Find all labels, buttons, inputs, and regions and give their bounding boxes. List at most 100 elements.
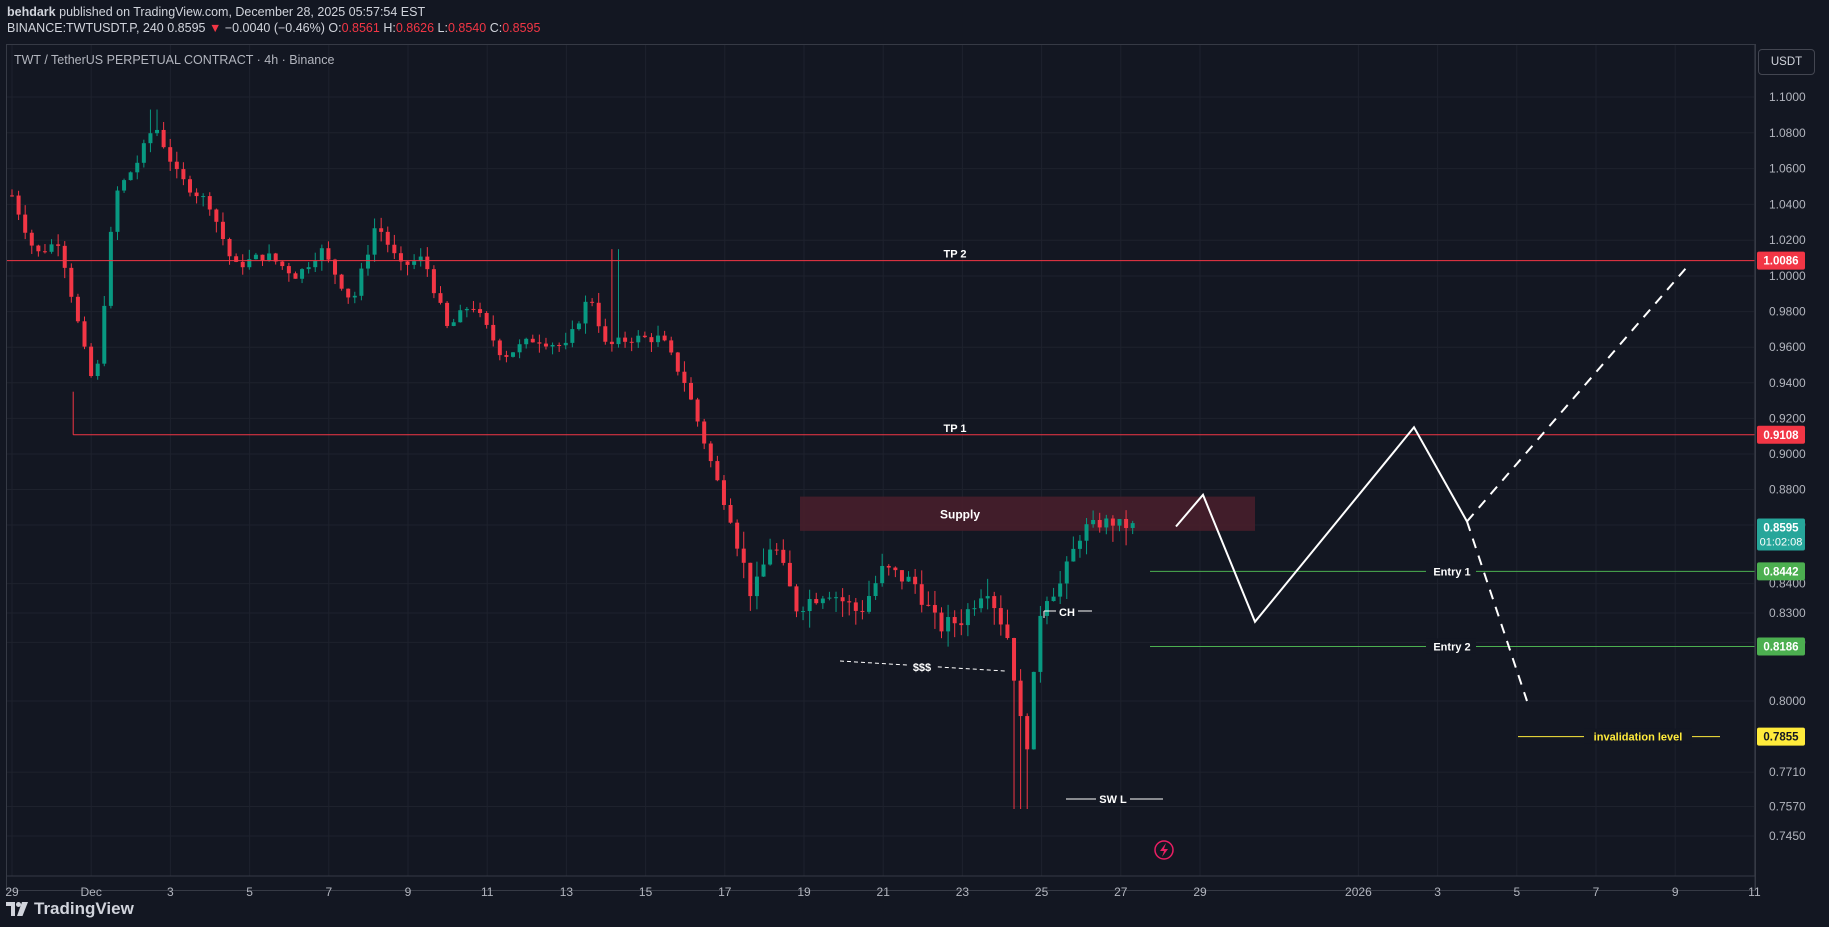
liquidity-label-bg	[908, 658, 936, 672]
candle	[1077, 535, 1082, 558]
currency-button[interactable]: USDT	[1758, 49, 1815, 75]
candle-body	[141, 143, 146, 163]
candle-body	[946, 617, 951, 632]
candle-body	[636, 335, 641, 343]
candle-body	[926, 604, 931, 606]
symbol-name[interactable]: BINANCE:TWTUSDT.P, 240	[7, 21, 164, 35]
x-tick-label: 23	[956, 885, 970, 899]
y-tick-label: 0.9800	[1769, 305, 1806, 319]
close-label: C:	[489, 21, 503, 35]
candle	[108, 226, 113, 309]
candle-body	[220, 221, 225, 240]
lightning-icon-ring	[1154, 840, 1174, 860]
candle	[702, 418, 707, 450]
lightning-icon[interactable]	[1154, 840, 1174, 860]
candle-body	[840, 597, 845, 602]
x-tick-label: 29	[1193, 885, 1207, 899]
x-tick-label: 7	[325, 885, 332, 899]
candle-body	[49, 244, 54, 252]
candle-body	[352, 295, 357, 298]
candle	[787, 550, 792, 587]
candle	[1025, 713, 1030, 809]
candle	[42, 244, 47, 254]
candle	[1044, 596, 1049, 625]
candle-body	[1124, 518, 1129, 528]
tp2-label: TP 2	[943, 249, 966, 261]
candle	[240, 254, 245, 275]
ch-label: CH	[1059, 607, 1075, 619]
candle	[570, 320, 575, 348]
candle-body	[253, 254, 258, 260]
candle-body	[1110, 518, 1115, 526]
candle	[497, 338, 502, 361]
axis-layer: 1.1000 1.0800 1.0600 1.0400 1.0200 1.0000 0.98…	[5, 44, 1806, 899]
candle-body	[148, 133, 153, 144]
candle-body	[36, 245, 41, 252]
candle	[629, 337, 634, 352]
candle-body	[583, 301, 588, 324]
liquidity-label: $$$	[913, 662, 931, 674]
candle-body	[497, 340, 502, 356]
candle-body	[899, 570, 904, 582]
candle-body	[932, 605, 937, 613]
candle	[557, 342, 562, 352]
candle	[201, 193, 206, 207]
x-tick-label: 2026	[1345, 885, 1372, 899]
candle-body	[959, 623, 964, 626]
candle-body	[517, 344, 522, 353]
y-tick-label: 0.7450	[1769, 829, 1806, 843]
candle	[458, 304, 463, 323]
author-name[interactable]: behdark	[7, 5, 56, 19]
candle	[359, 262, 364, 301]
grid-layer	[7, 45, 1755, 876]
candle	[1097, 512, 1102, 533]
high-value: 0.8626	[395, 21, 435, 35]
candle-body	[23, 214, 28, 233]
candle	[840, 588, 845, 617]
candle	[807, 589, 812, 628]
candle	[69, 263, 74, 303]
candle-body	[794, 586, 799, 612]
candle-body	[820, 598, 825, 604]
tp2-badge-text: 1.0086	[1763, 256, 1798, 268]
bar-countdown-text: 01:02:08	[1760, 536, 1803, 548]
change-value: −0.0040 (−0.46%)	[224, 21, 325, 35]
candle	[431, 265, 436, 299]
candle-body	[761, 564, 766, 577]
entry1-badge-bg	[1757, 562, 1805, 581]
candle	[972, 600, 977, 616]
candle	[286, 262, 291, 282]
candle-body	[860, 610, 865, 612]
candle	[194, 188, 199, 204]
candle-body	[108, 231, 113, 306]
brand-name: TradingView	[34, 899, 134, 918]
tradingview-footer[interactable]: TradingView	[6, 898, 134, 920]
invalidation-badge-text: 0.7855	[1763, 732, 1799, 744]
candle	[748, 562, 753, 611]
last-price-value: 0.8595	[167, 21, 206, 35]
tp1-badge: 0.9108	[1757, 425, 1805, 444]
candle	[662, 330, 667, 342]
candle	[715, 455, 720, 482]
zone-layer	[800, 496, 1255, 531]
candle-body	[42, 251, 47, 253]
candle-body	[511, 352, 516, 357]
candle-body	[715, 461, 720, 481]
chart-frame[interactable]	[6, 44, 1756, 891]
candle	[834, 591, 839, 612]
candle-body	[431, 269, 436, 294]
candle	[326, 241, 331, 263]
candle	[49, 239, 54, 254]
candle-body	[326, 248, 331, 260]
candle-layer	[10, 109, 1135, 809]
candle-body	[207, 196, 212, 210]
candle	[10, 189, 14, 197]
candle-body	[807, 599, 812, 612]
candle	[880, 553, 885, 587]
candle	[478, 302, 483, 318]
low-label: L:	[437, 21, 448, 35]
candle	[899, 570, 904, 590]
candle	[445, 301, 450, 329]
y-tick-label: 0.8300	[1769, 606, 1806, 620]
